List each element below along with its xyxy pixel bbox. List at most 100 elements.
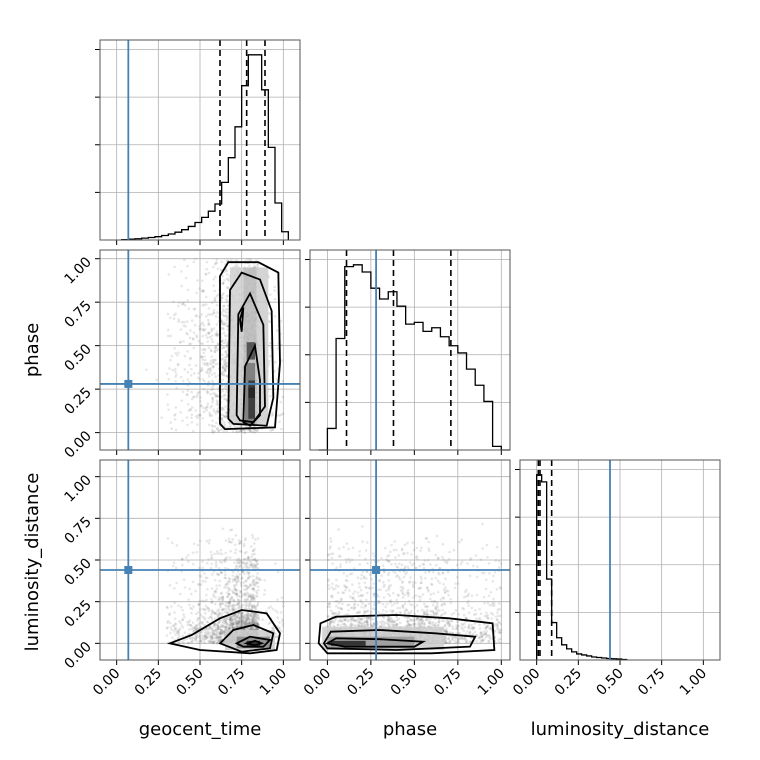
scatter-point bbox=[237, 620, 241, 624]
scatter-point bbox=[181, 419, 184, 423]
scatter-point bbox=[404, 572, 407, 576]
scatter-point bbox=[214, 362, 217, 366]
scatter-point bbox=[219, 635, 223, 639]
scatter-point bbox=[423, 602, 426, 606]
scatter-point bbox=[414, 555, 418, 559]
scatter-point bbox=[213, 298, 217, 302]
scatter-point bbox=[437, 618, 441, 622]
scatter-point bbox=[457, 631, 460, 634]
scatter-point bbox=[450, 619, 454, 623]
scatter-point bbox=[235, 619, 239, 623]
scatter-point bbox=[221, 366, 225, 369]
scatter-point bbox=[407, 623, 411, 626]
scatter-point bbox=[174, 375, 177, 378]
scatter-point bbox=[494, 622, 498, 626]
scatter-point bbox=[466, 562, 469, 565]
scatter-point bbox=[168, 612, 171, 615]
scatter-point bbox=[174, 622, 178, 626]
scatter-point bbox=[238, 620, 242, 624]
scatter-point bbox=[355, 611, 359, 615]
scatter-point bbox=[421, 593, 425, 596]
scatter-point bbox=[225, 334, 228, 338]
scatter-point bbox=[472, 626, 476, 629]
scatter-point bbox=[394, 623, 397, 627]
scatter-point bbox=[198, 413, 202, 417]
scatter-point bbox=[219, 632, 223, 635]
scatter-point bbox=[211, 637, 214, 640]
scatter-point bbox=[221, 282, 225, 285]
scatter-point bbox=[201, 304, 205, 307]
scatter-point bbox=[248, 627, 252, 630]
scatter-point bbox=[232, 614, 235, 618]
scatter-point bbox=[216, 625, 220, 628]
scatter-point bbox=[178, 341, 182, 344]
scatter-point bbox=[177, 351, 180, 354]
scatter-point bbox=[174, 352, 178, 355]
scatter-point bbox=[221, 629, 225, 633]
scatter-point bbox=[234, 578, 237, 581]
scatter-point bbox=[186, 623, 190, 627]
scatter-point bbox=[446, 637, 450, 641]
scatter-point bbox=[392, 548, 396, 552]
scatter-point bbox=[239, 429, 242, 433]
scatter-point bbox=[203, 355, 206, 358]
scatter-point bbox=[448, 640, 452, 643]
scatter-point bbox=[462, 613, 466, 617]
scatter-point bbox=[495, 545, 499, 549]
scatter-point bbox=[207, 609, 211, 613]
scatter-point bbox=[204, 295, 208, 299]
scatter-point bbox=[227, 586, 231, 590]
scatter-point bbox=[470, 594, 474, 598]
scatter-point bbox=[214, 346, 218, 350]
scatter-point bbox=[253, 617, 257, 621]
scatter-point bbox=[218, 552, 222, 555]
scatter-point bbox=[248, 429, 252, 433]
scatter-point bbox=[195, 314, 198, 317]
scatter-point bbox=[182, 301, 185, 304]
scatter-point bbox=[436, 605, 439, 609]
scatter-point bbox=[239, 616, 242, 620]
scatter-point bbox=[251, 620, 254, 624]
scatter-point bbox=[246, 613, 250, 617]
scatter-point bbox=[499, 628, 503, 632]
scatter-point bbox=[231, 622, 234, 626]
scatter-point bbox=[224, 308, 228, 311]
scatter-point bbox=[165, 627, 169, 630]
scatter-point bbox=[202, 410, 206, 414]
scatter-point bbox=[253, 620, 257, 624]
scatter-point bbox=[212, 284, 216, 287]
scatter-point bbox=[424, 605, 427, 608]
scatter-point bbox=[210, 355, 214, 358]
scatter-point bbox=[221, 282, 225, 285]
scatter-point bbox=[371, 617, 375, 621]
scatter-point bbox=[188, 636, 192, 640]
scatter-point bbox=[247, 621, 251, 625]
scatter-point bbox=[348, 595, 352, 598]
scatter-point bbox=[244, 604, 248, 607]
scatter-point bbox=[210, 557, 213, 560]
scatter-point bbox=[235, 603, 239, 607]
scatter-point bbox=[241, 570, 244, 574]
scatter-point bbox=[208, 607, 211, 611]
scatter-point bbox=[382, 581, 385, 584]
scatter-point bbox=[329, 552, 333, 556]
scatter-point bbox=[240, 621, 244, 624]
scatter-point bbox=[208, 362, 211, 365]
scatter-point bbox=[236, 601, 239, 605]
scatter-point bbox=[210, 633, 213, 636]
scatter-point bbox=[186, 423, 189, 427]
scatter-point bbox=[207, 639, 210, 643]
scatter-point bbox=[237, 622, 240, 625]
scatter-point bbox=[400, 547, 404, 551]
scatter-point bbox=[485, 543, 489, 547]
scatter-point bbox=[208, 411, 211, 415]
scatter-point bbox=[192, 307, 196, 311]
scatter-point bbox=[194, 623, 198, 627]
scatter-point bbox=[497, 620, 500, 624]
scatter-point bbox=[278, 627, 282, 630]
scatter-point bbox=[211, 398, 215, 402]
scatter-point bbox=[429, 563, 432, 566]
scatter-point bbox=[253, 431, 257, 434]
scatter-point bbox=[237, 598, 240, 602]
scatter-point bbox=[177, 604, 180, 608]
